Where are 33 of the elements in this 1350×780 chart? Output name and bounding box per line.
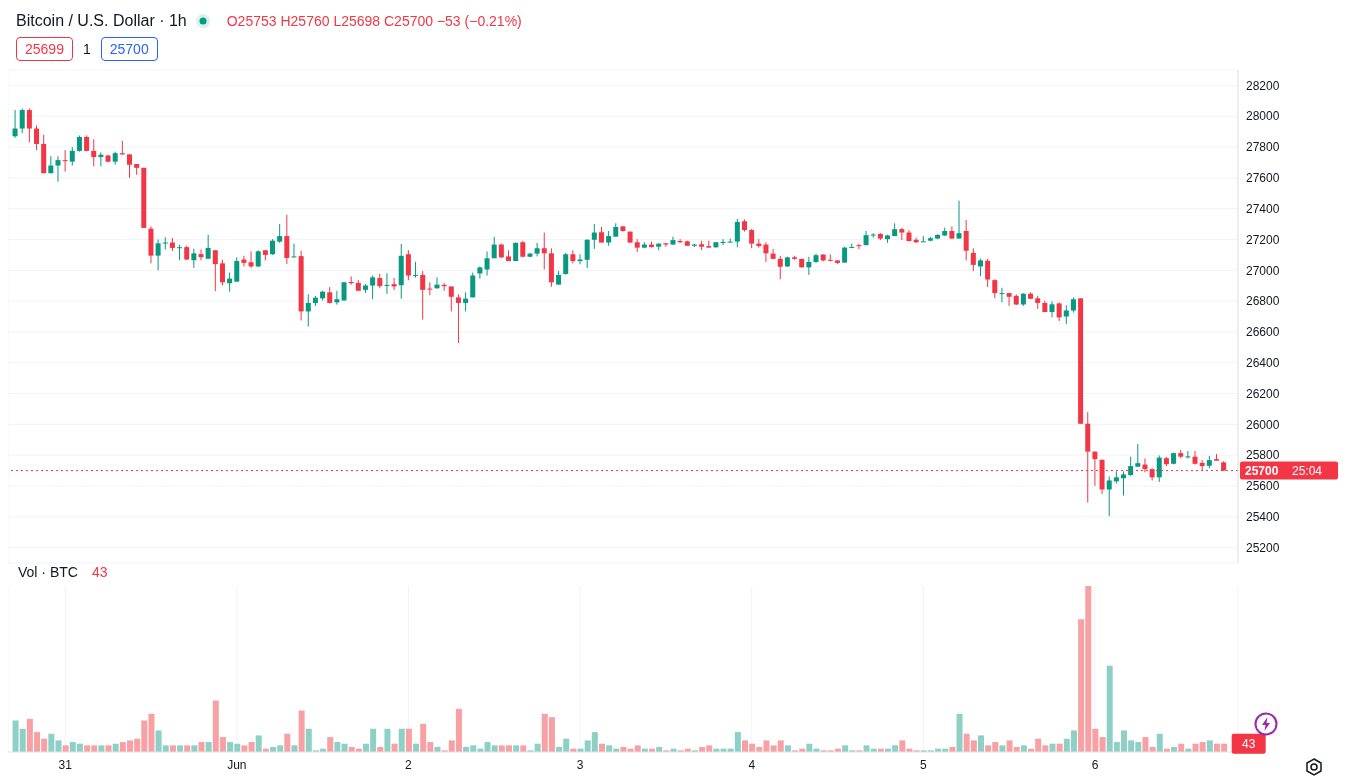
- y-tick-label: 26600: [1246, 325, 1280, 340]
- x-tick-label: Jun: [227, 757, 247, 772]
- y-tick-label: 25800: [1246, 448, 1280, 463]
- x-tick-label: 6: [1091, 757, 1099, 772]
- x-tick-label: 31: [58, 757, 73, 772]
- text: 43: [91, 564, 108, 580]
- y-tick-label: 28000: [1246, 109, 1280, 124]
- y-tick-label: 27800: [1246, 140, 1280, 155]
- x-tick-label: 4: [748, 757, 756, 772]
- y-tick-label: 28200: [1246, 78, 1280, 93]
- y-tick-label: 27000: [1246, 263, 1280, 278]
- text: 25700: [100, 37, 158, 61]
- text: 25:04: [1292, 463, 1323, 478]
- y-tick-label: 25200: [1246, 540, 1280, 555]
- text: O25753 H25760 L25698 C25700 −53 (−0.21%): [226, 13, 522, 29]
- x-tick-label: 2: [405, 757, 413, 772]
- y-tick-label: 26200: [1246, 386, 1280, 401]
- y-tick-label: 25600: [1246, 479, 1280, 494]
- ref-line-label: 25700: [1245, 463, 1279, 478]
- x-tick-label: 3: [576, 757, 584, 772]
- y-tick-label: 27600: [1246, 171, 1280, 186]
- text: 25699: [16, 37, 73, 61]
- text: 1: [82, 41, 91, 57]
- y-tick-label: 25400: [1246, 510, 1280, 525]
- annotation: 43: [1242, 736, 1256, 751]
- y-tick-label: 26400: [1246, 355, 1280, 370]
- y-tick-label: 27200: [1246, 232, 1280, 247]
- chart-title: Bitcoin / U.S. Dollar · 1h: [16, 12, 187, 30]
- y-tick-label: 27400: [1246, 201, 1280, 216]
- y-tick-label: 26800: [1246, 294, 1280, 309]
- y-tick-label: 26000: [1246, 417, 1280, 432]
- chart-title: Vol · BTC: [18, 564, 78, 580]
- x-tick-label: 5: [920, 757, 928, 772]
